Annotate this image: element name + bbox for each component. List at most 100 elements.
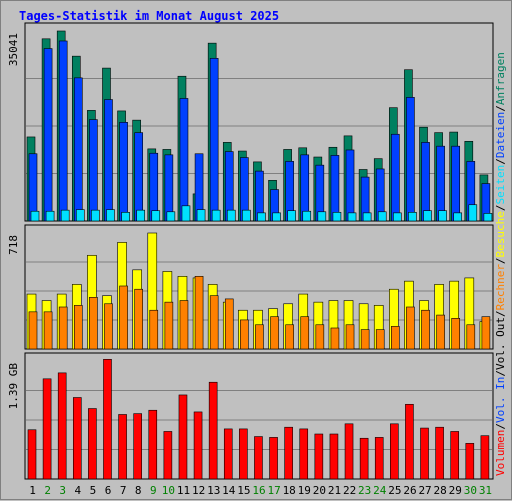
x-tick-label: 26 bbox=[403, 484, 416, 497]
x-tick-label: 19 bbox=[298, 484, 311, 497]
bar-rechner bbox=[194, 275, 204, 350]
legend-entry: Besuche bbox=[494, 211, 507, 257]
bar-volumen bbox=[299, 428, 309, 480]
bar-dateien bbox=[119, 122, 128, 222]
bar-seiten bbox=[226, 209, 236, 222]
x-tick-label: 11 bbox=[177, 484, 190, 497]
bar-volumen bbox=[435, 426, 444, 480]
chart-title: Tages-Statistik im Monat August 2025 bbox=[19, 9, 280, 23]
bar-seiten bbox=[287, 210, 296, 222]
bar-rechner bbox=[73, 305, 83, 350]
x-tick-label: 7 bbox=[120, 484, 127, 497]
legend-entry: / bbox=[494, 423, 507, 430]
bar-seiten bbox=[211, 209, 221, 222]
bar-dateien bbox=[73, 77, 83, 222]
bar-volumen bbox=[57, 372, 67, 480]
bar-seiten bbox=[453, 212, 463, 222]
bar-rechner bbox=[58, 306, 68, 350]
bar-rechner bbox=[43, 311, 53, 350]
bar-seiten bbox=[377, 211, 387, 222]
x-tick-label: 17 bbox=[267, 484, 280, 497]
bar-rechner bbox=[421, 309, 430, 350]
bar-seiten bbox=[302, 210, 312, 222]
bar-rechner bbox=[104, 303, 113, 350]
x-tick-label: 27 bbox=[418, 484, 431, 497]
x-tick-label: 12 bbox=[192, 484, 205, 497]
bar-rechner bbox=[179, 300, 189, 350]
bar-rechner bbox=[391, 326, 400, 350]
bar-volumen bbox=[420, 427, 429, 480]
bar-rechner bbox=[240, 319, 249, 350]
x-tick-label: 1 bbox=[29, 484, 36, 497]
bar-volumen bbox=[465, 443, 475, 480]
x-tick-label: 15 bbox=[237, 484, 250, 497]
legend-entry: Rechner bbox=[494, 264, 507, 311]
bar-dateien bbox=[421, 142, 430, 222]
x-tick-label: 25 bbox=[388, 484, 401, 497]
x-tick-label: 4 bbox=[75, 484, 82, 497]
bar-seiten bbox=[45, 210, 55, 222]
bar-seiten bbox=[272, 212, 281, 222]
bar-volumen bbox=[118, 414, 127, 480]
bar-seiten bbox=[181, 205, 191, 222]
bar-rechner bbox=[345, 324, 355, 350]
legend-entry: Anfragen bbox=[494, 52, 507, 105]
bar-volumen bbox=[42, 378, 52, 480]
bar-seiten bbox=[106, 209, 115, 222]
bar-seiten bbox=[362, 212, 372, 222]
legend-entry: / bbox=[494, 105, 507, 112]
bar-volumen bbox=[254, 436, 263, 480]
x-tick-label: 5 bbox=[90, 484, 97, 497]
bar-dateien bbox=[89, 119, 98, 222]
bar-volumen bbox=[163, 431, 173, 480]
bar-volumen bbox=[480, 435, 490, 480]
bar-rechner bbox=[285, 324, 294, 350]
legend-entry: / bbox=[494, 370, 507, 377]
bar-seiten bbox=[166, 211, 176, 222]
x-tick-label: 10 bbox=[162, 484, 175, 497]
legend-entry: / bbox=[494, 257, 507, 264]
y-max-label: 718 bbox=[7, 235, 20, 255]
bar-dateien bbox=[179, 98, 189, 222]
bar-volumen bbox=[239, 428, 248, 480]
legend-entry: Seiten bbox=[494, 165, 507, 205]
x-tick-label: 16 bbox=[252, 484, 265, 497]
x-tick-label: 24 bbox=[373, 484, 387, 497]
bar-dateien bbox=[330, 155, 340, 222]
bar-rechner bbox=[481, 316, 491, 350]
bar-rechner bbox=[270, 316, 279, 350]
bar-dateien bbox=[406, 97, 415, 222]
bar-dateien bbox=[58, 40, 68, 222]
x-tick-label: 6 bbox=[105, 484, 112, 497]
bar-rechner bbox=[119, 285, 128, 350]
x-tick-label: 20 bbox=[313, 484, 326, 497]
bar-seiten bbox=[196, 209, 206, 222]
x-tick-label: 13 bbox=[207, 484, 220, 497]
legend-entry: Dateien bbox=[494, 112, 507, 158]
bar-seiten bbox=[257, 212, 266, 222]
bar-dateien bbox=[391, 133, 400, 222]
bar-dateien bbox=[134, 132, 143, 222]
bar-seiten bbox=[60, 209, 70, 222]
bar-volumen bbox=[193, 411, 203, 480]
bar-seiten bbox=[121, 212, 130, 222]
y-max-label: 35041 bbox=[7, 33, 20, 66]
bar-volumen bbox=[148, 409, 158, 480]
bar-volumen bbox=[314, 433, 324, 480]
bar-rechner bbox=[164, 301, 174, 350]
x-tick-label: 21 bbox=[328, 484, 341, 497]
bar-seiten bbox=[75, 209, 85, 222]
bar-rechner bbox=[451, 318, 461, 350]
bar-volumen bbox=[284, 426, 293, 480]
bar-dateien bbox=[436, 145, 445, 222]
bar-dateien bbox=[164, 154, 174, 222]
legend-entry: Vol. Out bbox=[494, 317, 507, 370]
bar-volumen bbox=[72, 397, 82, 480]
bar-seiten bbox=[438, 210, 447, 222]
bar-volumen bbox=[208, 381, 218, 480]
legend-entry: / bbox=[494, 204, 507, 211]
bar-dateien bbox=[104, 99, 113, 222]
x-tick-label: 14 bbox=[222, 484, 236, 497]
bar-rechner bbox=[28, 311, 38, 350]
